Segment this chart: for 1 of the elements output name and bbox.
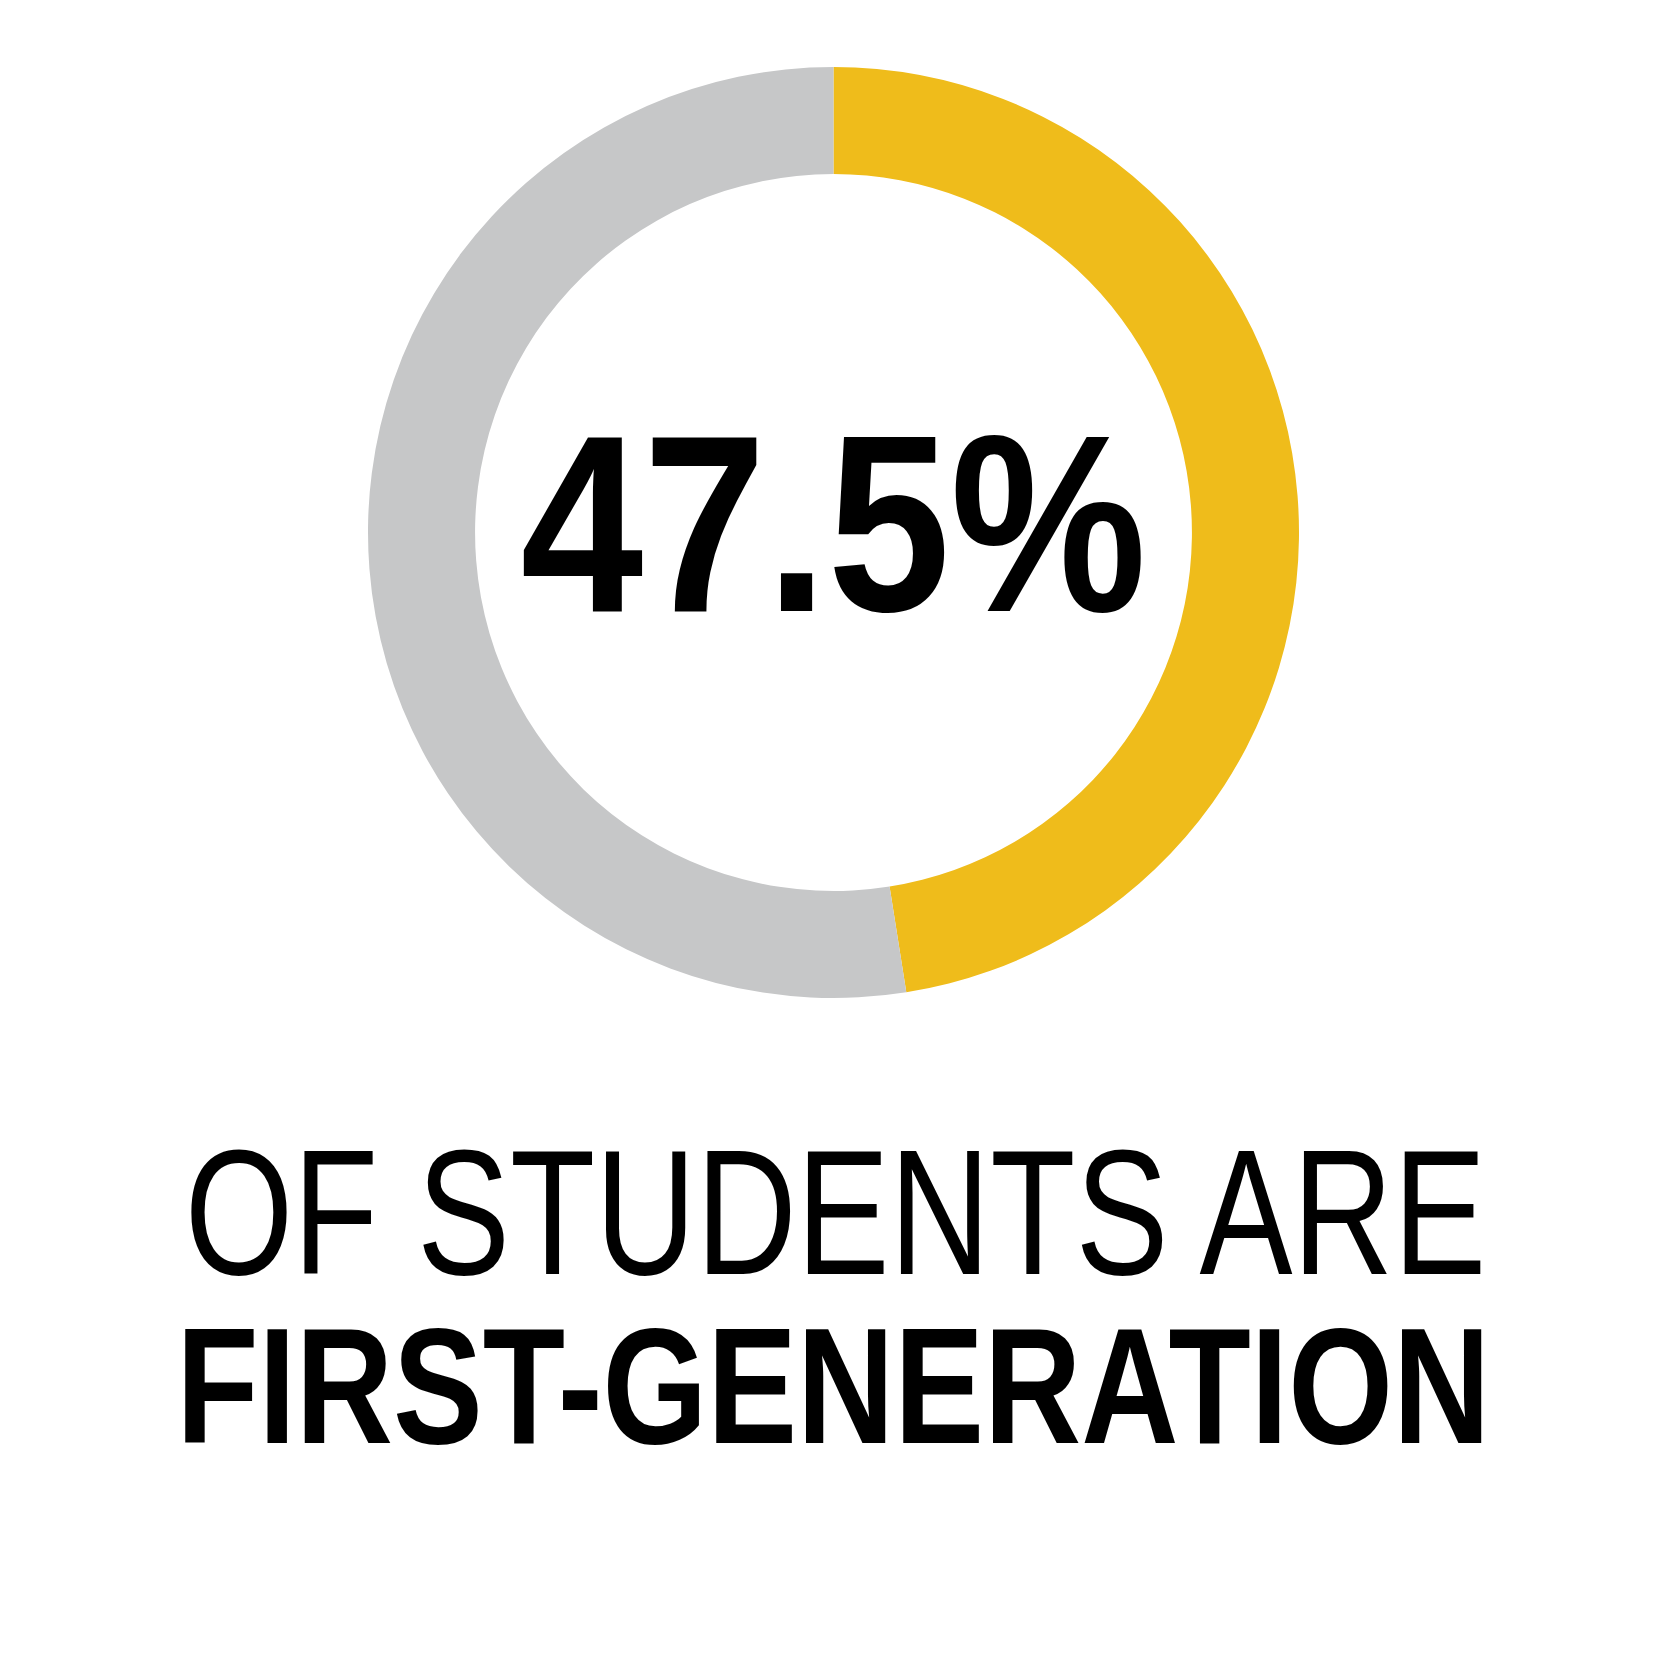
data-label: 47.5% bbox=[520, 382, 1147, 664]
